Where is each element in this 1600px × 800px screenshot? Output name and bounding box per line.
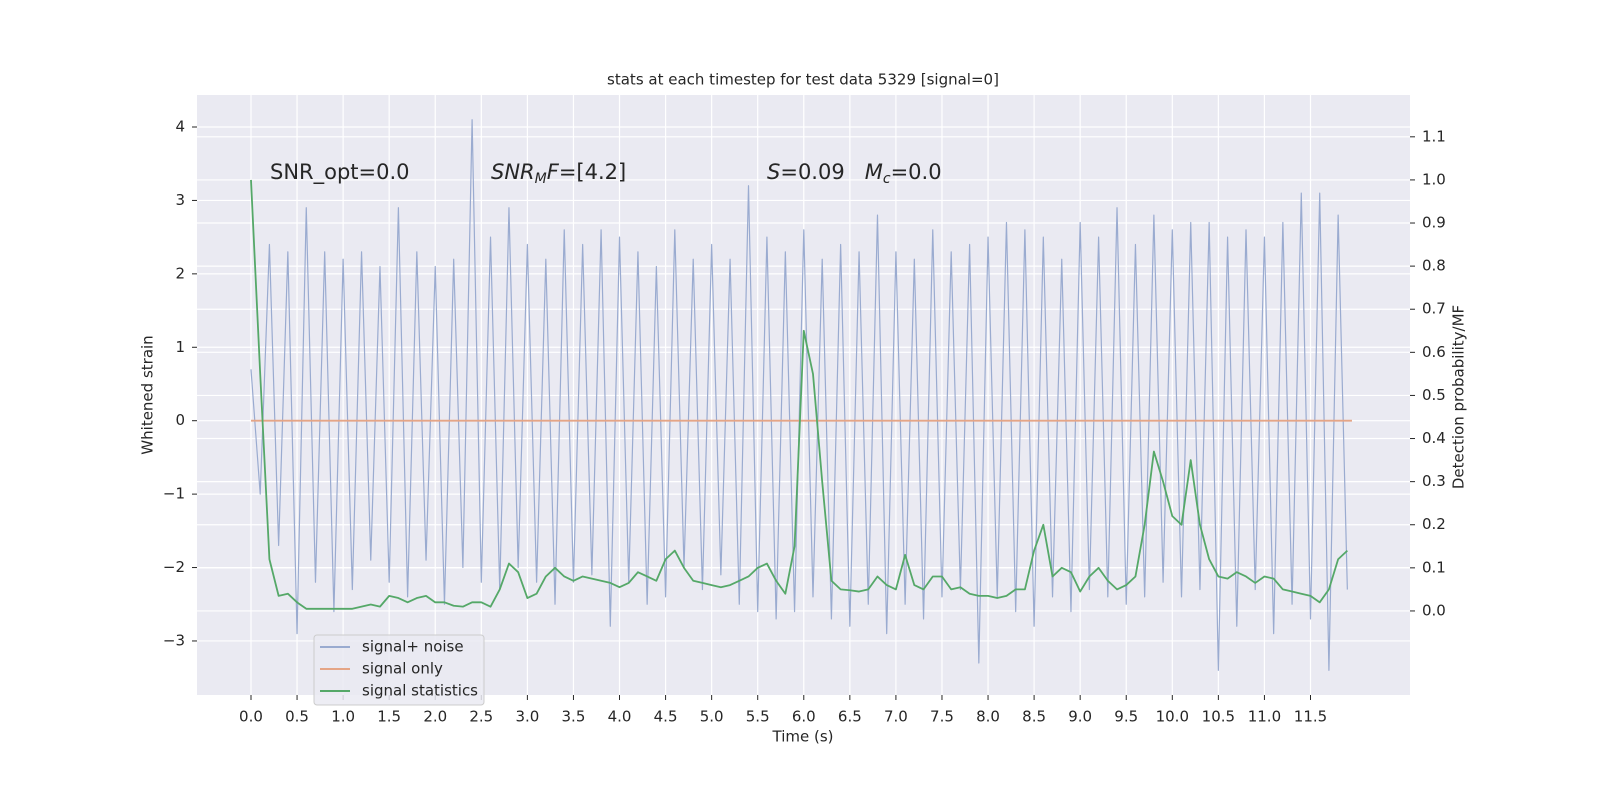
x-tick-label: 5.5 [746, 708, 770, 726]
x-tick-label: 11.5 [1294, 708, 1327, 726]
y-tick-label: −3 [163, 631, 185, 649]
marks [250, 119, 1352, 671]
x-tick-label: 0.0 [239, 708, 263, 726]
y2-tick-label: 0.4 [1422, 429, 1446, 447]
y-tick-label: −1 [163, 485, 185, 503]
annotation-part: S [767, 160, 780, 184]
y2-axis-label: Detection probability/MF [1450, 305, 1468, 489]
annotation-part: SNR [491, 160, 535, 184]
y2-tick-label: 0.0 [1422, 601, 1446, 619]
legend-box [313, 634, 485, 706]
y-tick-label: 2 [175, 264, 185, 282]
series-line [250, 179, 1348, 610]
legend-label: signal statistics [362, 682, 478, 700]
annotation-part: M [865, 160, 883, 184]
x-tick-label: 3.5 [562, 708, 586, 726]
x-tick-label: 4.0 [608, 708, 632, 726]
y-axis-label: Whitened strain [139, 335, 157, 454]
y-tick-label: 1 [175, 338, 185, 356]
annotation-part: c [883, 171, 891, 187]
x-tick-label: 7.5 [930, 708, 954, 726]
y2-tick-label: 1.1 [1422, 127, 1446, 145]
y2-tick-label: 0.7 [1422, 300, 1446, 318]
x-tick-label: 11.0 [1248, 708, 1281, 726]
y2-tick-label: 0.3 [1422, 472, 1446, 490]
annotation-part: M [535, 171, 547, 187]
x-tick-label: 9.5 [1114, 708, 1138, 726]
y2-tick-label: 0.8 [1422, 257, 1446, 275]
y-tick-label: 4 [175, 118, 185, 136]
annotation: SNR_opt=0.0 [270, 160, 410, 185]
x-tick-label: 1.5 [377, 708, 401, 726]
annotation-part: =0.0 [891, 160, 942, 184]
chart-title: stats at each timestep for test data 532… [607, 71, 999, 89]
x-tick-label: 2.0 [423, 708, 447, 726]
y-tick-label: 0 [175, 411, 185, 429]
x-tick-label: 10.5 [1202, 708, 1235, 726]
x-tick-label: 8.0 [976, 708, 1000, 726]
annotation: SNRMF=[4.2] [491, 160, 626, 187]
annotation-part: F [547, 160, 560, 184]
x-tick-label: 2.5 [469, 708, 493, 726]
y2-tick-label: 0.9 [1422, 214, 1446, 232]
x-tick-label: 4.5 [654, 708, 678, 726]
y2-tick-label: 0.6 [1422, 343, 1446, 361]
x-tick-label: 6.0 [792, 708, 816, 726]
annotation: S=0.09 Mc=0.0 [767, 160, 942, 187]
y2-tick-label: 1.0 [1422, 170, 1446, 188]
annotation-part: SNR_opt=0.0 [270, 160, 410, 185]
legend: signal+ noise signal only signal statistic… [313, 634, 485, 706]
x-tick-label: 1.0 [331, 708, 355, 726]
x-tick-label: 0.5 [285, 708, 309, 726]
y-tick-label: 3 [175, 191, 185, 209]
annotation-part: =0.09 [780, 160, 864, 184]
y2-tick-label: 0.5 [1422, 386, 1446, 404]
x-tick-label: 10.0 [1156, 708, 1189, 726]
y2-tick-label: 0.1 [1422, 558, 1446, 576]
legend-label: signal+ noise [362, 638, 464, 656]
x-tick-label: 3.0 [515, 708, 539, 726]
x-tick-label: 6.5 [838, 708, 862, 726]
y2-tick-label: 0.2 [1422, 515, 1446, 533]
x-tick-label: 5.0 [700, 708, 724, 726]
x-tick-label: 7.0 [884, 708, 908, 726]
legend-label: signal only [362, 660, 443, 678]
labels: 0.0 0.5 1.0 1.5 2.0 2.5 3.0 3.5 4.0 4.5 5.0 5.5 6.0 6… [163, 118, 1446, 726]
annotation-part: =[4.2] [559, 160, 626, 184]
y-tick-label: −2 [163, 558, 185, 576]
x-tick-label: 8.5 [1022, 708, 1046, 726]
x-axis-label: Time (s) [772, 728, 834, 746]
x-tick-label: 9.0 [1068, 708, 1092, 726]
